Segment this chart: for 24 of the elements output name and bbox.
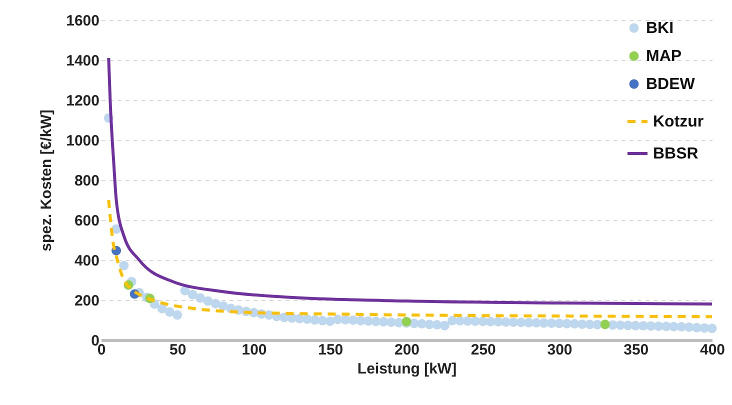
y-tick-label: 1400 — [66, 52, 100, 70]
y-tick-label: 1200 — [66, 92, 100, 110]
point — [600, 320, 610, 330]
x-tick-label: 350 — [624, 342, 649, 358]
y-tick-label: 1000 — [66, 132, 100, 150]
legend-label: MAP — [646, 48, 682, 65]
y-tick-label: 800 — [74, 172, 100, 190]
legend-label: BBSR — [653, 146, 699, 162]
y-tick-label: 1600 — [66, 12, 100, 30]
y-tick-label: 400 — [74, 252, 100, 270]
legend-label: BDEW — [646, 76, 696, 93]
x-tick-label: 150 — [318, 342, 344, 358]
y-axis-title: spez. Kosten [€/kW] — [38, 110, 56, 252]
x-tick-label: 100 — [242, 342, 267, 358]
x-tick-label: 50 — [170, 342, 186, 358]
y-tick-label: 600 — [74, 212, 100, 230]
y-tick-label: 200 — [74, 292, 100, 310]
legend-label: Kotzur — [653, 114, 704, 130]
x-tick-label: 250 — [470, 342, 496, 358]
x-tick-label: 200 — [394, 342, 420, 358]
legend-label: BKI — [646, 20, 674, 37]
x-tick-label: 300 — [547, 342, 572, 358]
x-tick-label: 400 — [700, 342, 726, 358]
x-axis-title: Leistung [kW] — [357, 360, 457, 378]
